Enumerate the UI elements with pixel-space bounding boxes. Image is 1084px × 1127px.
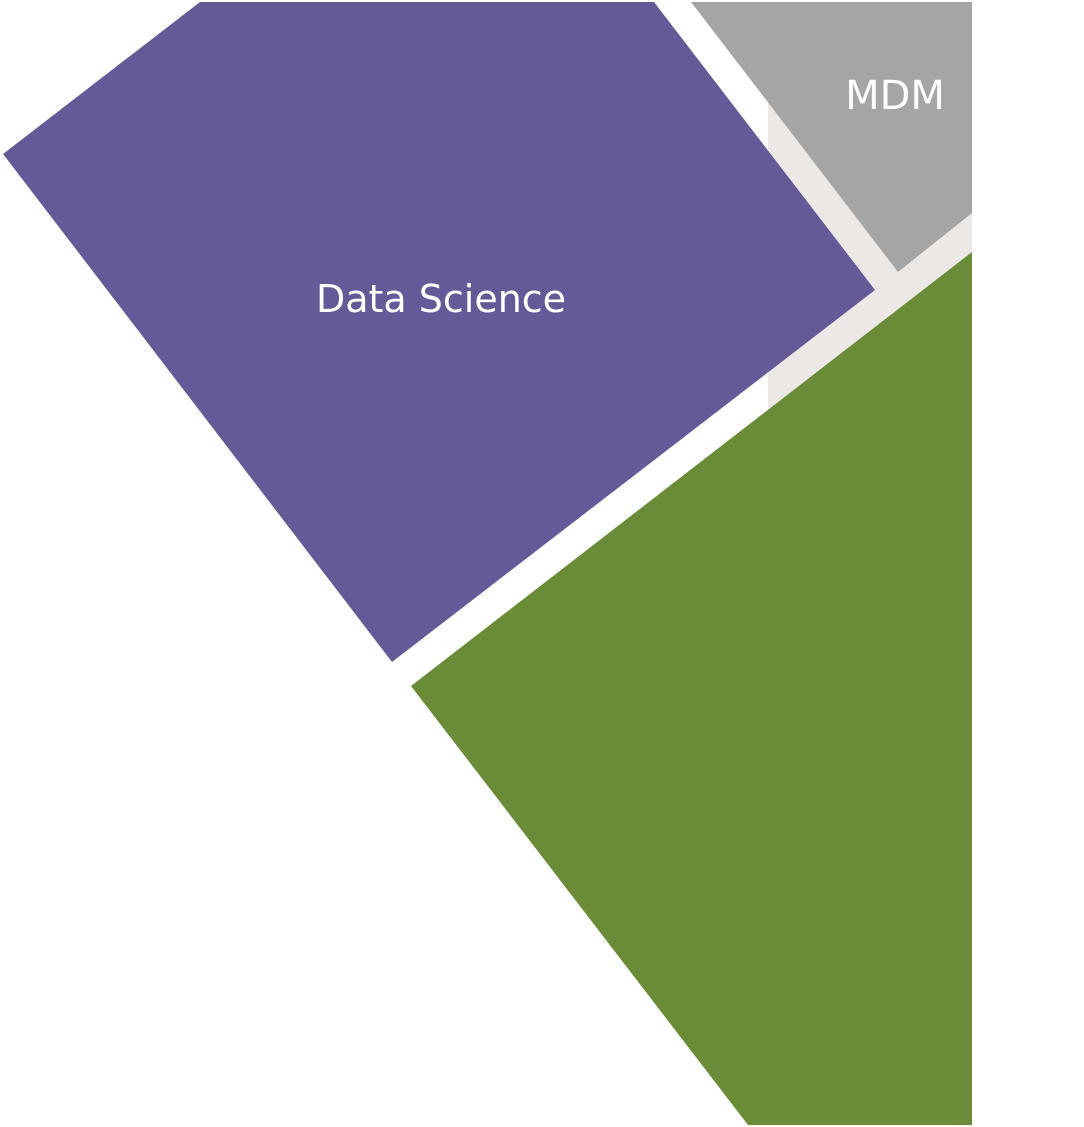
mdm-tile[interactable] xyxy=(691,2,972,272)
data-science-label: Data Science xyxy=(316,277,566,321)
mdm-label: MDM xyxy=(845,73,945,119)
green-tile[interactable] xyxy=(411,252,972,1125)
data-science-tile[interactable] xyxy=(3,2,875,662)
